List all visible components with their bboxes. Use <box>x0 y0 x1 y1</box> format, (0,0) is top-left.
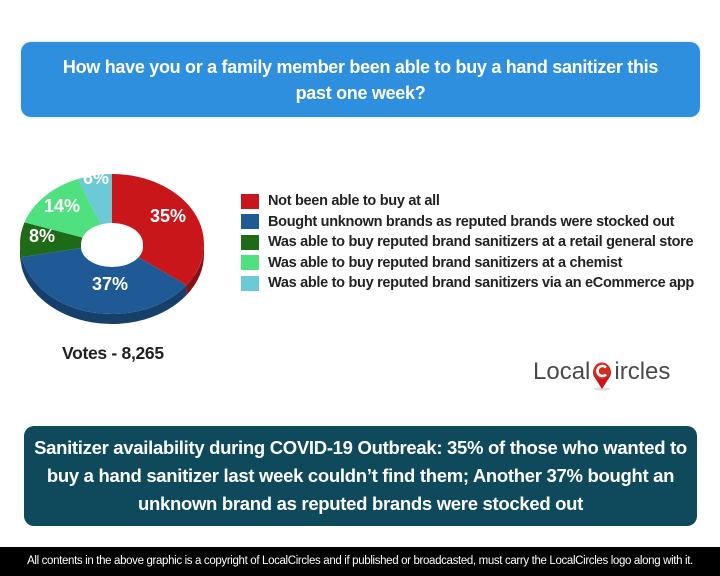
slice-value-label: 35% <box>150 206 186 226</box>
chart-legend: Not been able to buy at all Bought unkno… <box>241 191 694 294</box>
slice-value-label: 8% <box>29 226 55 246</box>
legend-item: Was able to buy reputed brand sanitizers… <box>241 253 694 274</box>
slice-value-label: 37% <box>92 274 128 294</box>
donut-chart-svg: 35% 37% 8% 14%6% <box>19 168 204 324</box>
votes-count: Votes - 8,265 <box>62 343 164 363</box>
donut-slice <box>21 247 187 314</box>
donut-side <box>21 257 187 324</box>
legend-swatch <box>241 234 259 250</box>
donut-side <box>186 244 204 296</box>
legend-item: Was able to buy reputed brand sanitizers… <box>241 232 694 253</box>
legend-label: Was able to buy reputed brand sanitizers… <box>268 234 694 251</box>
legend-label: Was able to buy reputed brand sanitizers… <box>268 275 694 292</box>
summary-text: Sanitizer availability during COVID-19 O… <box>34 437 687 514</box>
donut-slice <box>78 174 112 225</box>
slice-value-label: 14% <box>44 196 80 216</box>
donut-slice <box>112 174 204 286</box>
donut-slice <box>24 178 101 238</box>
legend-swatch <box>241 214 259 230</box>
question-header: How have you or a family member been abl… <box>21 42 700 117</box>
legend-item: Bought unknown brands as reputed brands … <box>241 212 694 233</box>
donut-slice <box>19 222 83 258</box>
legend-item: Not been able to buy at all <box>241 191 694 212</box>
localcircles-logo: Local ircles <box>533 357 671 391</box>
logo-text-ircles: ircles <box>614 358 671 385</box>
legend-swatch <box>241 193 259 209</box>
location-pin-icon <box>593 362 612 391</box>
copyright-footer: All contents in the above graphic is a c… <box>0 547 720 576</box>
legend-label: Was able to buy reputed brand sanitizers… <box>268 254 623 271</box>
question-text: How have you or a family member been abl… <box>62 56 659 103</box>
legend-label: Not been able to buy at all <box>268 193 440 210</box>
slice-value-label: 6% <box>83 168 109 188</box>
legend-swatch <box>241 275 259 291</box>
donut-chart: 35% 37% 8% 14% 6% <box>0 160 230 330</box>
legend-item: Was able to buy reputed brand sanitizers… <box>241 273 694 294</box>
logo-text-local: Local <box>533 358 591 385</box>
legend-swatch <box>241 255 259 271</box>
donut-side <box>20 244 22 268</box>
summary-banner: Sanitizer availability during COVID-19 O… <box>24 426 697 526</box>
legend-label: Bought unknown brands as reputed brands … <box>268 213 675 230</box>
